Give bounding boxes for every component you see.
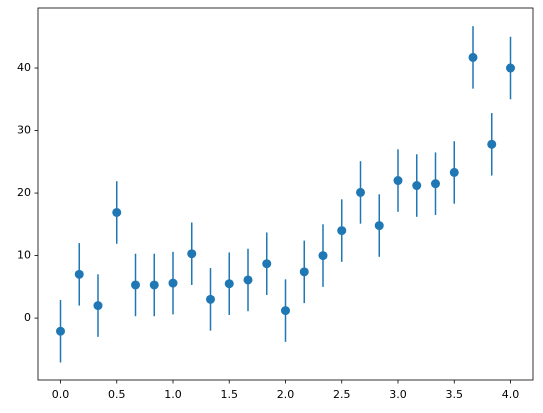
point bbox=[430, 179, 440, 189]
point bbox=[112, 207, 122, 217]
point bbox=[74, 269, 84, 279]
point bbox=[187, 249, 197, 259]
x-tick-label: 4.0 bbox=[502, 388, 520, 401]
x-tick-label: 1.0 bbox=[164, 388, 182, 401]
point bbox=[337, 226, 347, 236]
point bbox=[56, 326, 65, 336]
point bbox=[224, 279, 234, 289]
point bbox=[262, 259, 272, 269]
point bbox=[149, 280, 159, 290]
point bbox=[243, 275, 253, 285]
y-tick-label: 40 bbox=[17, 61, 31, 74]
x-tick-label: 1.5 bbox=[221, 388, 239, 401]
point bbox=[506, 63, 515, 73]
x-tick-label: 3.5 bbox=[446, 388, 464, 401]
point bbox=[131, 280, 141, 290]
x-tick-label: 2.0 bbox=[277, 388, 295, 401]
point bbox=[449, 167, 459, 177]
x-tick-label: 0.5 bbox=[108, 388, 126, 401]
point bbox=[356, 187, 366, 197]
x-tick-label: 3.0 bbox=[389, 388, 407, 401]
point bbox=[374, 221, 384, 231]
point bbox=[487, 139, 497, 149]
point bbox=[299, 267, 309, 277]
point bbox=[393, 176, 403, 186]
y-tick-label: 10 bbox=[17, 249, 31, 262]
point bbox=[318, 251, 328, 261]
point bbox=[412, 181, 422, 191]
point bbox=[281, 306, 290, 316]
x-tick-label: 0.0 bbox=[52, 388, 70, 401]
point bbox=[168, 278, 178, 288]
y-tick-label: 20 bbox=[17, 186, 31, 199]
x-tick-label: 2.5 bbox=[333, 388, 351, 401]
point bbox=[468, 52, 478, 62]
point bbox=[93, 301, 103, 311]
y-tick-label: 0 bbox=[24, 311, 31, 324]
point bbox=[205, 294, 215, 304]
y-tick-label: 30 bbox=[17, 124, 31, 137]
